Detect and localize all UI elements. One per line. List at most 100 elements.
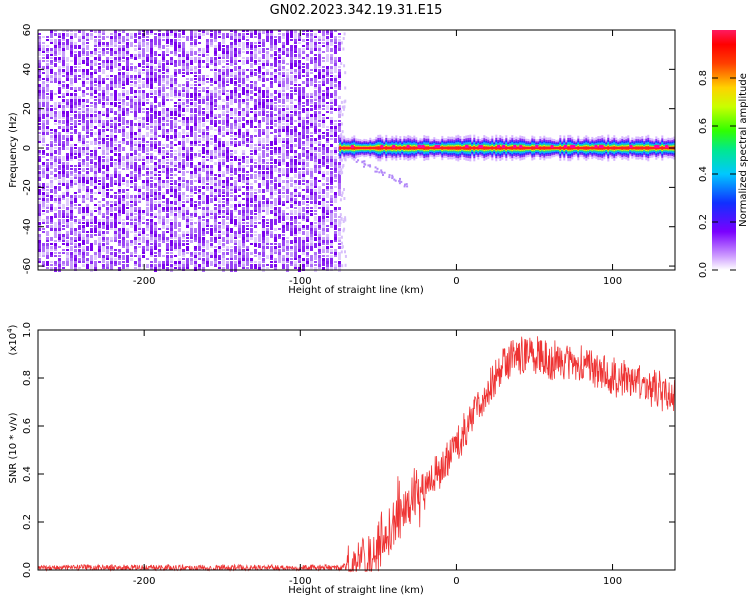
spectrogram-cell [218, 162, 221, 167]
spectrogram-cell [194, 129, 197, 131]
spectrogram-cell [190, 252, 193, 257]
spectrogram-cell [106, 168, 109, 172]
spectrogram-cell [270, 66, 273, 69]
spectrogram-cell [258, 39, 261, 43]
spectrogram-cell [330, 258, 333, 261]
spectrogram-cell [46, 66, 49, 69]
spectrogram-cell [286, 75, 289, 78]
spectrogram-cell [50, 204, 53, 209]
spectrogram-cell [290, 177, 293, 181]
spectrogram-cell [282, 237, 285, 240]
spectrogram-cell [286, 237, 289, 239]
spectrogram-cell [198, 111, 201, 114]
spectrogram-cell [142, 84, 145, 88]
spectrogram-cell [150, 57, 153, 61]
spectrogram-cell [322, 114, 325, 116]
spectrogram-cell [50, 153, 53, 158]
spectrogram-cell [214, 162, 217, 165]
spectrogram-cell [238, 105, 241, 108]
spectrogram-cell [274, 135, 277, 140]
spectrogram-cell [298, 237, 301, 241]
spectrogram-cell [42, 261, 45, 264]
spectrogram-cell [294, 60, 297, 63]
spectrogram-cell [274, 138, 277, 143]
spectrogram-cell [198, 36, 201, 39]
spectrogram-cell [310, 138, 313, 143]
spectrogram-cell [282, 45, 285, 48]
spectrogram-cell [138, 258, 141, 262]
spectrogram-cell [234, 75, 237, 78]
spectrogram-cell [334, 171, 337, 173]
spectrogram-cell [310, 99, 313, 103]
spectrogram-cell [146, 171, 149, 175]
spectrogram-cell [246, 210, 249, 213]
spectrogram-cell [146, 258, 149, 260]
spectrogram-cell [339, 109, 342, 113]
spectrogram-cell [210, 105, 213, 110]
spectrogram-cell [130, 102, 133, 105]
spectrogram-cell [102, 216, 105, 218]
spectrogram-cell [94, 111, 97, 113]
spectrogram-cell [218, 231, 221, 233]
spectrogram-cell [294, 72, 297, 74]
spectrogram-cell [182, 258, 185, 260]
spectrogram-cell [230, 192, 233, 194]
spectrogram-cell [174, 144, 177, 146]
spectrogram-cell [290, 117, 293, 120]
spectrogram-cell [138, 126, 141, 130]
spectrogram-cell [118, 237, 121, 239]
spectrogram-cell [210, 237, 213, 240]
spectrogram-cell [246, 171, 249, 173]
spectrogram-cell [286, 243, 289, 247]
spectrogram-cell [226, 51, 229, 55]
spectrogram-cell [146, 219, 149, 221]
spectrogram-cell [82, 246, 85, 251]
spectrogram-cell [118, 258, 121, 260]
spectrogram-cell [306, 84, 309, 87]
spectrogram-cell [258, 120, 261, 125]
spectrogram-cell [242, 51, 245, 53]
spectrogram-cell [78, 159, 81, 161]
spectrogram-cell [166, 225, 169, 228]
spectrogram-cell [222, 204, 225, 209]
spectrogram-cell [158, 30, 161, 32]
spectrogram-cell [246, 174, 249, 176]
spectrogram-cell [38, 75, 41, 78]
spectrogram-cell [322, 183, 325, 186]
spectrogram-cell [246, 258, 249, 261]
spectrogram-cell [98, 177, 101, 179]
spectrogram-cell [254, 261, 257, 263]
spectrogram-cell [302, 267, 305, 271]
spectrogram-cell [334, 60, 337, 64]
spectrogram-cell [114, 252, 117, 257]
spectrogram-cell [86, 120, 89, 125]
spectrogram-cell [74, 90, 77, 92]
spectrogram-cell [134, 183, 137, 188]
spectrogram-cell [254, 216, 257, 219]
spectrogram-cell [298, 96, 301, 99]
spectrogram-cell [318, 30, 321, 33]
spectrogram-cell [58, 180, 61, 183]
spectrogram-cell [170, 240, 173, 243]
spectrogram-cell [182, 102, 185, 107]
spectrogram-cell [298, 201, 301, 206]
spectrogram-cell [78, 156, 81, 158]
spectrogram-cell [210, 99, 213, 104]
spectrogram-cell [158, 36, 161, 41]
spectrogram-cell [302, 144, 305, 146]
spectrogram-cell [122, 96, 125, 98]
spectrogram-cell [150, 45, 153, 49]
spectrogram-cell [134, 228, 137, 233]
spectrogram-cell [46, 249, 49, 254]
spectrogram-cell [110, 180, 113, 183]
spectrogram-cell [154, 99, 157, 103]
spectrogram-cell [230, 96, 233, 101]
spectrogram-cell [50, 75, 53, 78]
spectrogram-cell [102, 204, 105, 207]
spectrogram-cell [222, 183, 225, 188]
spectrogram-cell [130, 63, 133, 65]
spectrogram-cell [54, 105, 57, 109]
spectrogram-cell [42, 144, 45, 146]
spectrogram-cell [154, 120, 157, 125]
spectrogram-cell [162, 123, 165, 127]
